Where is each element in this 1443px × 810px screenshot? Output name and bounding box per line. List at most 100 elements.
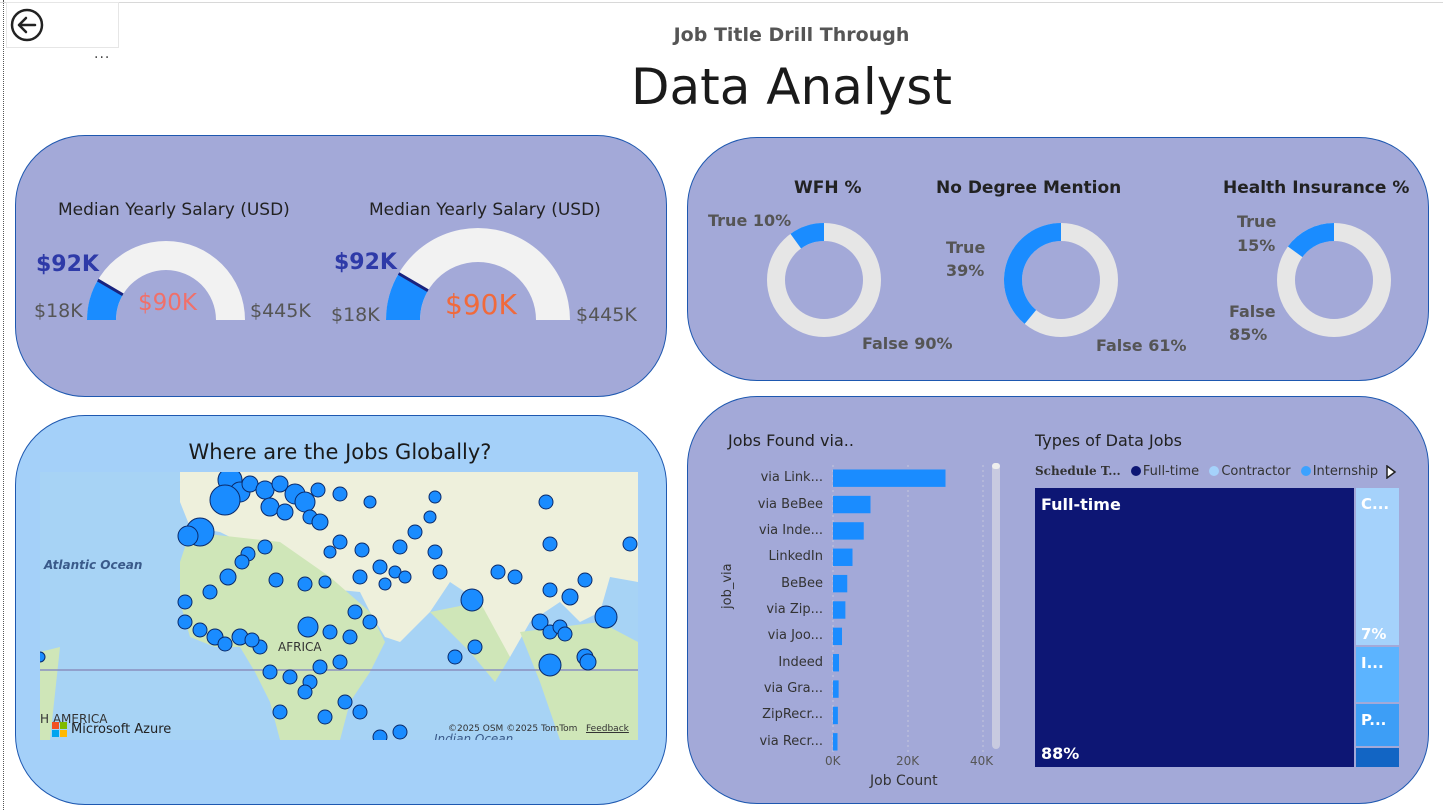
job-bubble[interactable] bbox=[276, 503, 294, 521]
bar-6[interactable] bbox=[833, 627, 842, 646]
more-options-icon[interactable]: ... bbox=[94, 46, 111, 62]
job-bubble[interactable] bbox=[310, 482, 326, 498]
legend-contractor[interactable]: Contractor bbox=[1221, 464, 1291, 479]
job-bubble[interactable] bbox=[542, 536, 558, 552]
job-bubble[interactable] bbox=[209, 484, 241, 516]
job-bubble[interactable] bbox=[297, 684, 313, 700]
jobs-via-bar-chart[interactable] bbox=[832, 465, 984, 755]
gauge-1[interactable] bbox=[82, 236, 250, 326]
job-bubble[interactable] bbox=[282, 669, 298, 685]
job-bubble[interactable] bbox=[352, 704, 368, 720]
donut-wfh[interactable] bbox=[766, 222, 882, 338]
job-bubble[interactable] bbox=[538, 494, 554, 510]
job-bubble[interactable] bbox=[234, 554, 250, 570]
jobs-map[interactable]: Atlantic Ocean AFRICA Indian Ocean H AME… bbox=[40, 472, 638, 740]
job-bubble[interactable] bbox=[318, 575, 332, 589]
job-bubble[interactable] bbox=[398, 570, 412, 584]
job-bubble[interactable] bbox=[177, 614, 193, 630]
job-bubble[interactable] bbox=[531, 613, 549, 631]
job-bubble[interactable] bbox=[432, 564, 448, 580]
bar-0[interactable] bbox=[833, 469, 946, 487]
bar-8[interactable] bbox=[833, 680, 839, 698]
donut-no-degree[interactable] bbox=[1003, 222, 1119, 338]
bar-3[interactable] bbox=[833, 548, 853, 566]
job-bubble[interactable] bbox=[347, 604, 363, 620]
job-bubble[interactable] bbox=[362, 614, 378, 630]
bar-1[interactable] bbox=[833, 495, 871, 514]
job-bubble[interactable] bbox=[538, 653, 562, 677]
job-bubble[interactable] bbox=[311, 513, 329, 531]
job-bubble[interactable] bbox=[297, 616, 319, 638]
job-bubble[interactable] bbox=[352, 569, 368, 585]
job-bubble[interactable] bbox=[542, 582, 558, 598]
job-bubble[interactable] bbox=[372, 559, 388, 575]
donut-true-segment[interactable] bbox=[1287, 223, 1334, 258]
job-bubble[interactable] bbox=[217, 636, 233, 652]
treemap-tile-other[interactable] bbox=[1356, 748, 1399, 767]
job-bubble[interactable] bbox=[294, 491, 316, 513]
job-bubble[interactable] bbox=[260, 497, 280, 517]
back-arrow-icon[interactable] bbox=[10, 8, 44, 42]
job-bubble[interactable] bbox=[577, 572, 593, 588]
job-bubble[interactable] bbox=[244, 632, 260, 648]
job-bubble[interactable] bbox=[507, 569, 523, 585]
job-bubble[interactable] bbox=[323, 545, 337, 559]
job-bubble[interactable] bbox=[297, 576, 313, 592]
job-bubble[interactable] bbox=[354, 542, 370, 558]
bar-scrollbar-thumb-icon[interactable] bbox=[992, 463, 1000, 469]
job-bubble[interactable] bbox=[272, 704, 288, 720]
bar-10[interactable] bbox=[833, 733, 838, 751]
job-bubble[interactable] bbox=[428, 490, 442, 504]
job-bubble[interactable] bbox=[460, 588, 484, 612]
job-bubble[interactable] bbox=[332, 534, 348, 550]
job-bubble[interactable] bbox=[257, 539, 273, 555]
job-bubble[interactable] bbox=[378, 577, 392, 591]
job-bubble[interactable] bbox=[317, 709, 333, 725]
donut-false-segment[interactable] bbox=[767, 223, 881, 337]
job-bubble[interactable] bbox=[427, 544, 443, 560]
bar-5[interactable] bbox=[833, 601, 846, 619]
job-bubble[interactable] bbox=[372, 729, 388, 740]
job-bubble[interactable] bbox=[202, 584, 218, 600]
job-bubble[interactable] bbox=[268, 572, 284, 588]
job-bubble[interactable] bbox=[332, 654, 348, 670]
job-bubble[interactable] bbox=[332, 486, 348, 502]
map-feedback-link[interactable]: Feedback bbox=[586, 724, 629, 734]
job-bubble[interactable] bbox=[467, 639, 483, 655]
job-bubble[interactable] bbox=[407, 524, 423, 540]
job-bubble[interactable] bbox=[447, 649, 463, 665]
job-bubble[interactable] bbox=[579, 653, 597, 671]
job-bubble[interactable] bbox=[392, 724, 408, 740]
job-bubble[interactable] bbox=[40, 651, 46, 663]
job-bubbles[interactable] bbox=[40, 472, 638, 740]
treemap-tile-full-time[interactable]: Full-time 88% bbox=[1035, 488, 1354, 767]
job-bubble[interactable] bbox=[342, 629, 358, 645]
legend-next-icon[interactable] bbox=[1385, 465, 1397, 479]
job-bubble[interactable] bbox=[594, 605, 618, 629]
job-bubble[interactable] bbox=[262, 664, 278, 680]
job-bubble[interactable] bbox=[363, 495, 377, 509]
bar-2[interactable] bbox=[833, 522, 864, 540]
treemap-tile-part-time[interactable]: P... bbox=[1356, 704, 1399, 746]
job-bubble[interactable] bbox=[622, 536, 638, 552]
job-bubble[interactable] bbox=[192, 622, 208, 638]
bar-4[interactable] bbox=[833, 574, 848, 593]
donut-health-insurance[interactable] bbox=[1276, 222, 1392, 338]
job-bubble[interactable] bbox=[312, 659, 328, 675]
donut-true-segment[interactable] bbox=[1004, 223, 1061, 324]
job-bubble[interactable] bbox=[177, 594, 193, 610]
job-bubble[interactable] bbox=[337, 694, 353, 710]
job-bubble[interactable] bbox=[177, 525, 199, 547]
bar-7[interactable] bbox=[833, 654, 839, 672]
bar-scrollbar[interactable] bbox=[992, 463, 1000, 749]
job-bubble[interactable] bbox=[423, 510, 437, 524]
job-bubble[interactable] bbox=[219, 568, 237, 586]
job-bubble[interactable] bbox=[490, 564, 506, 580]
legend-full-time[interactable]: Full-time bbox=[1142, 464, 1200, 479]
job-bubble[interactable] bbox=[561, 588, 579, 606]
bar-9[interactable] bbox=[833, 706, 838, 725]
donut-true-segment[interactable] bbox=[790, 223, 824, 249]
gauge-2[interactable] bbox=[382, 226, 574, 326]
job-bubble[interactable] bbox=[557, 626, 573, 642]
job-bubble[interactable] bbox=[271, 475, 289, 493]
